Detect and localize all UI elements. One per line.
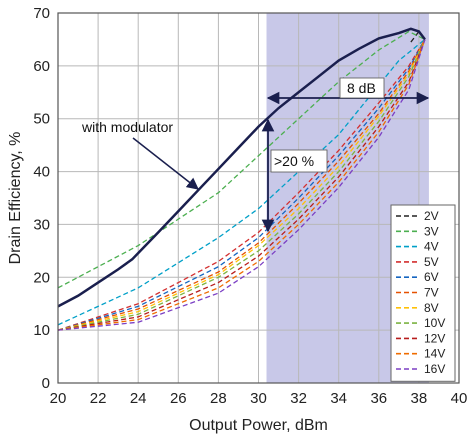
y-tick-label: 60 [33,58,50,75]
legend-label-2V: 2V [424,209,439,223]
x-axis-title: Output Power, dBm [189,417,328,434]
y-tick-label: 30 [33,216,50,233]
y-tick-label: 50 [33,111,50,128]
legend-label-16V: 16V [424,362,445,376]
range-label-box [339,77,385,99]
y-tick-label: 20 [33,269,50,286]
legend-label-3V: 3V [424,224,439,238]
modulator-leader [132,137,199,190]
series-line-10V [57,39,426,331]
legend-label-7V: 7V [424,286,439,300]
annotation-range: 8 dB [347,80,376,96]
legend-label-8V: 8V [424,301,439,315]
x-tick-label: 36 [370,390,387,407]
series-line-16V [57,39,426,331]
series-line-7V [57,39,426,331]
y-tick-label: 0 [42,375,50,392]
series-lines [57,30,426,331]
legend-label-4V: 4V [424,240,439,254]
modulator-line [57,27,426,308]
legend-box [390,204,456,382]
y-tick-label: 70 [33,5,50,22]
legend-label-10V: 10V [424,316,445,330]
series-line-6V [57,39,426,331]
legend-label-6V: 6V [424,270,439,284]
x-tick-label: 34 [330,390,347,407]
series-line-3V [57,30,426,289]
y-tick-label: 40 [33,164,50,181]
x-tick-label: 24 [130,390,147,407]
x-tick-label: 22 [90,390,107,407]
x-tick-label: 28 [210,390,227,407]
annotation-with-modulator: with modulator [81,119,173,135]
legend-label-14V: 14V [424,347,445,361]
x-tick-label: 40 [451,390,468,407]
y-axis-title: Drain Efficiency, % [7,132,24,265]
modulator-curve [57,27,426,308]
legend-label-12V: 12V [424,331,445,345]
y-tick-label: 10 [33,322,50,339]
annotations: with modulator >20 % 8 dB [81,77,430,233]
x-tick-label: 32 [290,390,307,407]
x-tick-label: 38 [411,390,428,407]
series-line-5V [57,39,426,331]
x-tick-label: 30 [250,390,267,407]
plot-frame [57,12,460,384]
legend-label-5V: 5V [424,255,439,269]
series-line-8V [57,39,426,331]
x-tick-label: 26 [170,390,187,407]
x-tick-label: 20 [50,390,67,407]
axes: 20 22 24 26 28 30 32 34 36 38 40 0 10 20 30 40 50 60 70 [33,5,467,407]
gain-label-box [270,149,328,173]
annotation-gain: >20 % [274,153,314,169]
